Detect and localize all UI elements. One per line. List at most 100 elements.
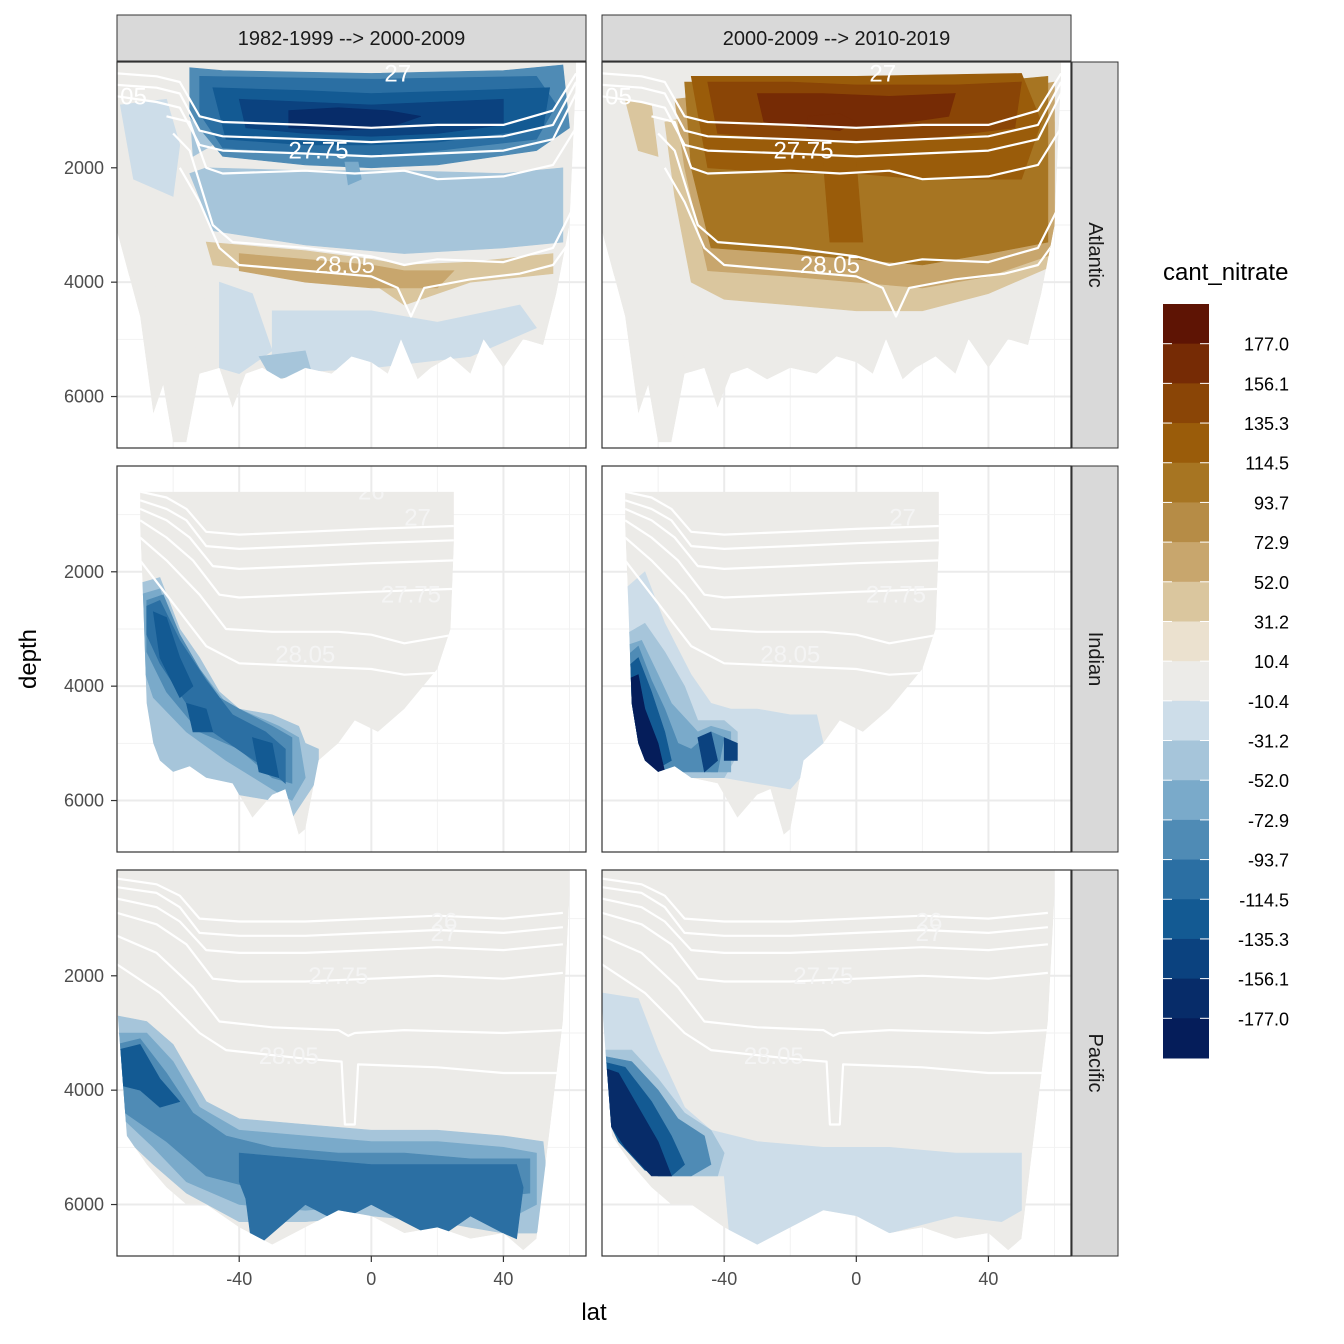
colorbar-segment	[1163, 502, 1209, 543]
panel-indian-1: 27.75 28.05 27 26	[116, 465, 587, 853]
isopycnal-line-3	[117, 93, 577, 158]
isopycnal-label-4: 27	[869, 60, 896, 87]
x-tick-label: -40	[711, 1269, 737, 1289]
isopycnal-label-2: 28.05	[275, 642, 335, 669]
panel-data: 27.75 28.05 05 27	[117, 62, 577, 443]
isopycnal-line-2	[625, 499, 939, 550]
row-strip-pacific	[1071, 869, 1119, 1257]
colorbar-segment	[1163, 819, 1209, 861]
colorbar-segment	[1163, 343, 1209, 384]
signal-region-7	[219, 281, 273, 375]
x-axis-title: lat	[581, 1299, 607, 1326]
signal-region-3	[117, 1038, 531, 1200]
colorbar-segment	[1163, 423, 1209, 464]
isopycnal-line-4	[625, 519, 939, 599]
isopycnal-line-3	[602, 897, 1049, 954]
y-tick-label: 4000	[64, 1080, 104, 1100]
signal-region-6	[238, 253, 455, 289]
isopycnal-line-2	[602, 886, 1049, 937]
isopycnal-label-2: 28.05	[259, 1043, 319, 1070]
panel-data: 27.75 28.05 05 27	[602, 60, 1062, 443]
legend: cant_nitrate 177.0 156.1 135.3 114.5 93.7 72.…	[1163, 259, 1289, 1059]
isopycnal-line-4	[166, 115, 577, 181]
row-strip-indian-label: Indian	[1084, 632, 1106, 687]
y-tick-label: 2000	[64, 562, 104, 582]
y-tick-label: 2000	[64, 966, 104, 986]
isopycnal-label-3: 27	[889, 504, 916, 531]
legend-label: -10.4	[1248, 692, 1289, 712]
isopycnal-line-2	[117, 81, 577, 144]
x-tick-label: 0	[851, 1269, 861, 1289]
isopycnal-label-3: 27	[916, 920, 943, 947]
signal-region-7	[822, 161, 864, 243]
y-axis-title: depth	[15, 629, 42, 689]
row-strip-atlantic-label: Atlantic	[1084, 222, 1106, 288]
colorbar-segment	[1163, 700, 1209, 742]
colorbar-segment	[1163, 1018, 1209, 1059]
isopycnal-line-4	[117, 911, 564, 983]
isopycnal-line-6	[140, 559, 454, 676]
isopycnal-line-6	[663, 167, 1056, 318]
isopycnal-label-2: 28.05	[760, 642, 820, 669]
panel-border	[116, 869, 587, 1257]
isopycnal-line-3	[140, 507, 454, 570]
isopycnal-label-3: 27	[404, 504, 431, 531]
isopycnal-label-4: 26	[431, 908, 458, 935]
isopycnal-label-3: 05	[120, 83, 147, 110]
colorbar-segment	[1163, 462, 1209, 503]
isopycnal-line-3	[602, 93, 1062, 158]
x-tick-label: 40	[978, 1269, 998, 1289]
row-strip-atlantic	[1071, 61, 1119, 449]
colorbar-segment	[1163, 661, 1209, 702]
column-strips: 1982-1999 --> 2000-2009 2000-2009 --> 20…	[116, 14, 1072, 62]
legend-colorbar	[1163, 304, 1209, 1059]
isopycnal-line-4	[651, 115, 1062, 181]
colorbar-segment	[1163, 542, 1209, 583]
legend-labels: 177.0 156.1 135.3 114.5 93.7 72.9 52.0 31.2 10.4…	[1238, 335, 1289, 1030]
panel-border	[601, 61, 1072, 449]
column-strip-2	[601, 14, 1072, 62]
colorbar-segment	[1163, 780, 1209, 821]
legend-label: -135.3	[1238, 930, 1289, 950]
panel-border	[601, 465, 1072, 853]
isopycnal-label-4: 26	[358, 479, 385, 506]
isopycnal-line-5	[172, 132, 577, 267]
row-strips: Atlantic Indian Pacific	[1071, 61, 1119, 1257]
legend-label: -114.5	[1239, 890, 1289, 910]
signal-region-2	[119, 98, 181, 197]
isopycnal-line-5	[657, 132, 1062, 267]
legend-label: -177.0	[1238, 1009, 1289, 1029]
isopycnal-line-1	[140, 491, 454, 536]
legend-label: -31.2	[1248, 732, 1289, 752]
isopycnal-label-2: 28.05	[315, 252, 375, 279]
legend-label: 135.3	[1244, 414, 1289, 434]
panel-atlantic-2: 27.75 28.05 05 27	[601, 60, 1072, 449]
y-tick-label: 6000	[64, 387, 104, 407]
colorbar-segment	[1163, 621, 1209, 662]
signal-region-1	[602, 84, 712, 374]
isopycnal-label-1: 27.75	[773, 138, 833, 165]
colorbar-segment	[1163, 978, 1209, 1019]
x-tick-label: -40	[226, 1269, 252, 1289]
y-tick-label: 2000	[64, 158, 104, 178]
isopycnal-label-1: 27.75	[308, 963, 368, 990]
legend-label: -52.0	[1248, 771, 1289, 791]
isopycnal-label-3: 05	[605, 83, 632, 110]
isopycnal-label-1: 27.75	[381, 582, 441, 609]
isopycnal-line-2	[140, 499, 454, 550]
panel-atlantic-1: 27.75 28.05 05 27	[116, 61, 587, 449]
row-strip-indian	[1071, 465, 1119, 853]
isopycnal-line-3	[117, 897, 564, 954]
isopycnal-line-6	[117, 963, 563, 1126]
isopycnal-label-4: 26	[916, 908, 943, 935]
isopycnal-line-4	[140, 519, 454, 599]
signal-region-8	[723, 737, 738, 761]
isopycnal-label-1: 27.75	[288, 138, 348, 165]
legend-label: 10.4	[1254, 652, 1289, 672]
isopycnal-line-1	[117, 877, 564, 923]
column-strip-2-label: 2000-2009 --> 2010-2019	[723, 28, 950, 50]
